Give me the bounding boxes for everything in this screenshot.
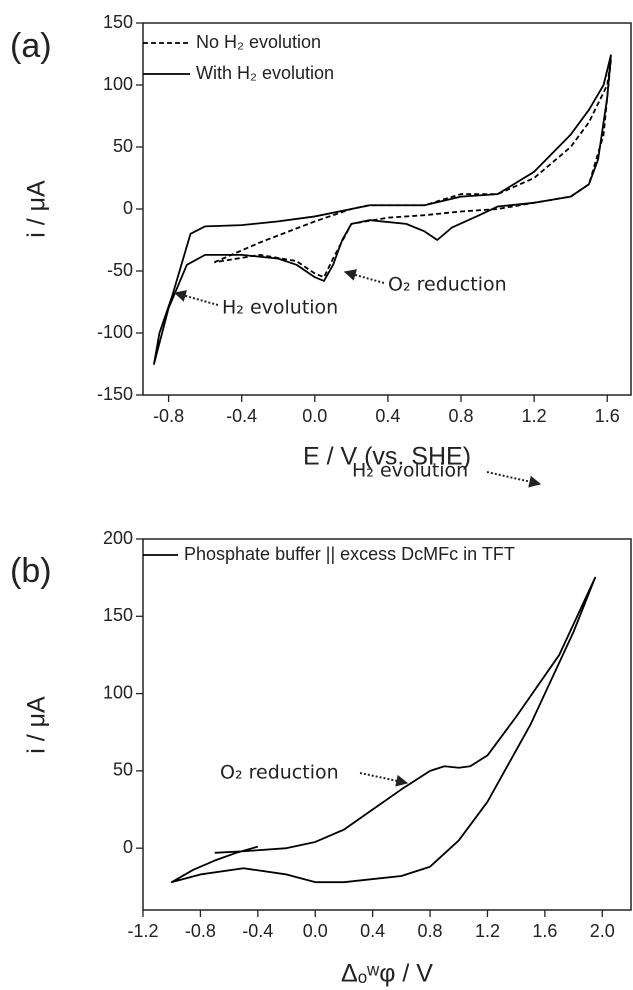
y-tick-label: 50 [113,136,133,156]
annotation: H₂ evolution [222,297,338,319]
data-line [153,54,612,365]
y-tick-label: -150 [97,384,133,404]
y-tick-label: 0 [123,198,133,218]
y-tick-label: 0 [123,837,133,857]
x-tick-label: -0.8 [153,406,184,426]
annotation: H₂ evolution [352,460,468,482]
x-tick-label: 0.4 [360,921,385,941]
x-tick-label: 1.6 [532,921,557,941]
x-tick-label: -1.2 [127,921,158,941]
x-tick-label: 1.2 [475,921,500,941]
plot-frame [142,538,632,911]
y-tick-label: 200 [103,528,133,548]
x-tick-label: 0.0 [303,921,328,941]
panel-label: (a) [10,27,52,65]
x-tick-label: 0.8 [418,921,443,941]
x-tick-label: -0.8 [185,921,216,941]
x-tick-label: 2.0 [590,921,615,941]
x-tick-label: -0.4 [242,921,273,941]
y-tick-label: -100 [97,322,133,342]
annotation-arrow [173,290,219,306]
y-tick-label: 100 [103,682,133,702]
y-tick-label: 150 [103,605,133,625]
x-tick-label: 0.0 [302,406,327,426]
y-tick-label: -50 [107,260,133,280]
x-tick-label: 0.4 [375,406,400,426]
annotation: O₂ reduction [220,762,339,784]
annotation: O₂ reduction [388,274,507,296]
x-tick-label: 1.2 [522,406,547,426]
annotation-arrow [343,269,385,284]
x-axis-title: E / V (vs. SHE) [303,443,471,471]
legend-label: Phosphate buffer || excess DcMFc in TFT [184,544,515,564]
annotation-arrow [486,471,542,488]
legend-label: With H₂ evolution [196,63,334,83]
y-tick-label: 100 [103,74,133,94]
annotation-arrow [359,772,409,787]
x-tick-label: -0.4 [226,406,257,426]
x-axis-title: Δₒʷφ / V [341,960,433,988]
y-axis-title: i / μA [23,180,51,238]
data-line [170,576,597,884]
y-axis-title: i / μA [23,696,51,754]
panel-label: (b) [10,552,52,590]
legend-label: No H₂ evolution [196,32,321,52]
data-line [213,59,612,279]
x-tick-label: 0.8 [449,406,474,426]
y-tick-label: 150 [103,12,133,32]
x-tick-label: 1.6 [595,406,620,426]
y-tick-label: 50 [113,760,133,780]
